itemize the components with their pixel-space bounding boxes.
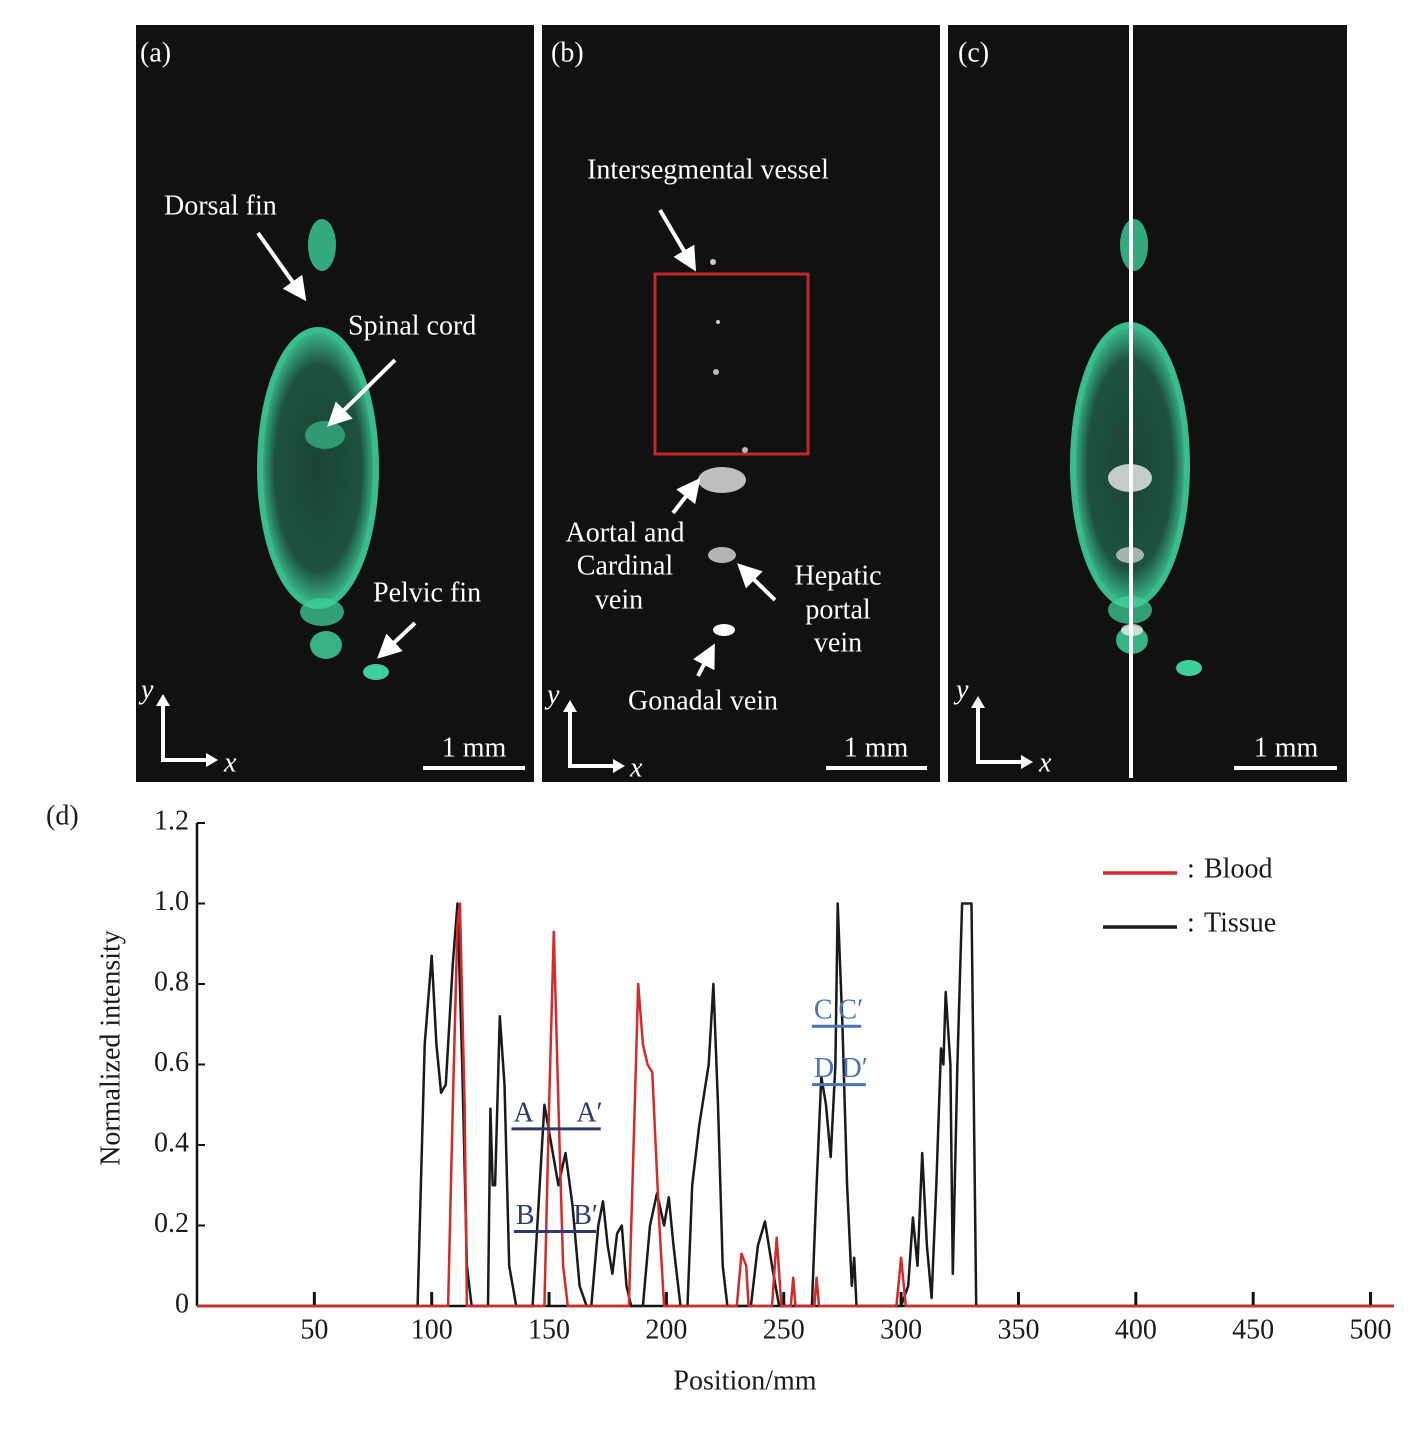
panel-a: (a) Dorsal fin Spinal cord Pelvic fin 1 … xyxy=(136,25,534,782)
annotation: Pelvic fin xyxy=(373,577,481,608)
x-tick-label: 500 xyxy=(1350,1314,1392,1345)
x-tick-label: 300 xyxy=(880,1314,922,1345)
x-tick-label: 450 xyxy=(1232,1314,1274,1345)
axis-label: x xyxy=(223,747,237,778)
fin xyxy=(308,219,336,271)
annotation: vein xyxy=(814,627,862,658)
x-tick-label: 400 xyxy=(1115,1314,1157,1345)
vessel-signal xyxy=(716,320,720,324)
fin xyxy=(1120,219,1148,271)
reference-label: C xyxy=(814,995,833,1026)
y-tick-label: 0.8 xyxy=(154,966,189,997)
axes-arrowheads xyxy=(971,696,1033,769)
series-line xyxy=(197,902,1394,1308)
roi-box xyxy=(653,272,810,456)
panel-label: (d) xyxy=(46,800,79,831)
vessel-signal xyxy=(713,624,735,636)
axes-glyph xyxy=(161,700,210,762)
arrow xyxy=(693,643,715,677)
panel-b: (b) Intersegmental vessel Aortal and Car… xyxy=(542,25,940,783)
annotation: Gonadal vein xyxy=(628,685,778,716)
x-tick-label: 150 xyxy=(528,1314,570,1345)
annotation: Intersegmental vessel xyxy=(587,154,829,185)
reference-label: B xyxy=(516,1200,535,1231)
arrow xyxy=(737,563,777,602)
axis-label: y xyxy=(953,674,969,705)
y-tick-label: 0.6 xyxy=(154,1047,189,1078)
scale-label: 1 mm xyxy=(442,732,507,763)
axis-label: y xyxy=(544,679,560,710)
fin xyxy=(363,664,389,680)
x-axis-title: Position/mm xyxy=(673,1365,816,1396)
scale-label: 1 mm xyxy=(844,732,909,763)
y-tick-label: 0.2 xyxy=(154,1208,189,1239)
legend-label: Tissue xyxy=(1204,907,1276,938)
annotation: portal xyxy=(805,594,871,625)
annotation: vein xyxy=(595,584,643,615)
axis-label: y xyxy=(138,674,154,705)
legend-label: Blood xyxy=(1204,853,1272,884)
vessel-signal xyxy=(710,259,716,265)
arrow xyxy=(256,231,307,302)
axes-glyph xyxy=(976,702,1025,764)
scale-label: 1 mm xyxy=(1254,732,1319,763)
legend-separator: : xyxy=(1187,907,1195,938)
panel-label: (c) xyxy=(958,37,989,68)
fish-body xyxy=(257,327,379,609)
x-tick-label: 200 xyxy=(645,1314,687,1345)
axes-arrowheads xyxy=(563,700,625,773)
annotation: Cardinal xyxy=(577,550,674,581)
annotation: Hepatic xyxy=(794,560,881,591)
panel-c: (c) 1 mm y x xyxy=(948,25,1347,782)
legend-separator: : xyxy=(1187,853,1195,884)
vessel-signal xyxy=(698,467,746,493)
fin xyxy=(1176,660,1202,676)
y-tick-label: 0.4 xyxy=(154,1127,189,1158)
axis-label: x xyxy=(629,752,643,783)
reference-label: C′ xyxy=(838,995,863,1026)
vessel-signal xyxy=(708,547,736,563)
x-tick-label: 50 xyxy=(300,1314,328,1345)
x-tick-label: 350 xyxy=(997,1314,1039,1345)
panel-label: (a) xyxy=(140,37,171,68)
spinal-cord xyxy=(305,421,345,449)
y-tick-label: 0 xyxy=(175,1288,189,1319)
x-tick-label: 250 xyxy=(763,1314,805,1345)
vessel-signal xyxy=(742,447,748,453)
series-line xyxy=(197,902,1394,1308)
arrow xyxy=(671,477,701,515)
annotation: Dorsal fin xyxy=(164,190,277,221)
y-axis-title: Normalized intensity xyxy=(95,930,126,1166)
panel-bg xyxy=(542,25,940,782)
reference-label: D′ xyxy=(842,1053,868,1084)
annotation: Aortal and xyxy=(566,517,685,548)
arrow xyxy=(377,621,417,659)
x-tick-label: 100 xyxy=(411,1314,453,1345)
axes-arrowheads xyxy=(156,694,218,767)
line-chart: (d) Position/mm Normalized intensity 0 0.… xyxy=(46,800,1394,1396)
reference-label: B′ xyxy=(573,1200,598,1231)
y-tick-label: 1.0 xyxy=(154,886,189,917)
arrow xyxy=(658,208,697,272)
reference-label: D xyxy=(814,1053,834,1084)
fin xyxy=(310,631,342,659)
arrow xyxy=(327,358,397,427)
fin xyxy=(300,598,344,626)
reference-label: A xyxy=(514,1097,535,1128)
y-tick-label: 1.2 xyxy=(154,805,189,836)
axis-label: x xyxy=(1038,747,1052,778)
panel-label: (b) xyxy=(551,37,584,68)
reference-label: A′ xyxy=(576,1097,602,1128)
annotation: Spinal cord xyxy=(348,310,476,341)
vessel-signal xyxy=(713,369,719,375)
axes-glyph xyxy=(568,706,617,768)
